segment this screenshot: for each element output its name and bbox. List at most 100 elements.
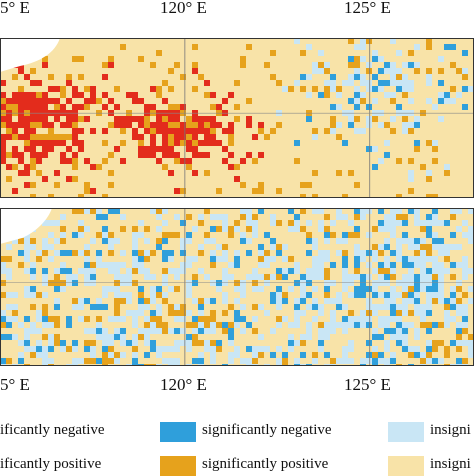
map-pixel: [276, 346, 282, 352]
map-pixel: [258, 182, 264, 188]
map-pixel: [324, 274, 330, 280]
map-pixel: [354, 214, 360, 220]
map-pixel: [66, 176, 72, 182]
map-pixel: [354, 250, 360, 256]
map-pixel: [138, 286, 144, 292]
map-pixel: [276, 292, 282, 298]
map-pixel: [342, 238, 348, 244]
map-pixel: [12, 74, 18, 80]
map-pixel: [186, 238, 192, 244]
map-pixel: [288, 334, 294, 340]
map-pixel: [426, 68, 432, 74]
map-pixel: [162, 322, 168, 328]
map-pixel: [372, 146, 378, 152]
map-pixel: [402, 74, 408, 80]
map-pixel: [162, 358, 168, 364]
map-pixel: [324, 352, 330, 358]
map-pixel: [78, 140, 84, 146]
map-pixel: [132, 358, 138, 364]
map-pixel: [360, 256, 366, 262]
map-pixel: [72, 86, 78, 92]
map-pixel: [360, 286, 366, 292]
map-pixel: [336, 358, 342, 364]
map-pixel: [378, 292, 384, 298]
map-pixel: [408, 244, 414, 250]
map-pixel: [162, 238, 168, 244]
map-pixel: [318, 226, 324, 232]
map-pixel: [168, 328, 174, 334]
map-pixel: [216, 122, 222, 128]
map-pixel: [54, 98, 60, 104]
map-pixel: [414, 256, 420, 262]
map-pixel: [468, 340, 474, 346]
map-pixel: [300, 340, 306, 346]
map-pixel: [18, 68, 24, 74]
map-pixel: [114, 208, 120, 214]
map-pixel: [108, 358, 114, 364]
map-pixel: [222, 128, 228, 134]
map-pixel: [72, 140, 78, 146]
map-pixel: [36, 340, 42, 346]
map-pixel: [90, 304, 96, 310]
map-pixel: [198, 298, 204, 304]
map-pixel: [54, 334, 60, 340]
map-pixel: [258, 188, 264, 194]
map-pixel: [360, 214, 366, 220]
map-pixel: [426, 298, 432, 304]
map-pixel: [180, 122, 186, 128]
map-pixel: [156, 86, 162, 92]
map-pixel: [330, 104, 336, 110]
map-pixel: [336, 322, 342, 328]
map-pixel: [294, 38, 300, 44]
map-pixel: [246, 346, 252, 352]
map-pixel: [120, 116, 126, 122]
map-pixel: [312, 134, 318, 140]
map-pixel: [60, 238, 66, 244]
map-pixel: [282, 244, 288, 250]
map-pixel: [240, 316, 246, 322]
map-pixel: [408, 238, 414, 244]
map-pixel: [306, 232, 312, 238]
map-pixel: [390, 328, 396, 334]
map-pixel: [234, 262, 240, 268]
map-pixel: [168, 268, 174, 274]
map-pixel: [42, 358, 48, 364]
bottom-lon-label-3: 125° E: [344, 375, 391, 394]
map-pixel: [354, 256, 360, 262]
map-pixel: [120, 280, 126, 286]
map-pixel: [432, 298, 438, 304]
map-pixel: [138, 232, 144, 238]
map-pixel: [288, 256, 294, 262]
map-pixel: [156, 346, 162, 352]
map-pixel: [36, 92, 42, 98]
map-pixel: [108, 286, 114, 292]
map-pixel: [114, 280, 120, 286]
map-pixel: [72, 164, 78, 170]
map-pixel: [438, 292, 444, 298]
map-pixel: [366, 322, 372, 328]
map-pixel: [294, 304, 300, 310]
map-pixel: [186, 146, 192, 152]
map-pixel: [180, 74, 186, 80]
map-pixel: [150, 140, 156, 146]
map-pixel: [12, 92, 18, 98]
map-pixel: [396, 74, 402, 80]
map-pixel: [72, 274, 78, 280]
map-pixel: [72, 346, 78, 352]
map-pixel: [372, 116, 378, 122]
map-pixel: [414, 238, 420, 244]
map-pixel: [96, 256, 102, 262]
map-pixel: [102, 214, 108, 220]
map-pixel: [24, 134, 30, 140]
map-pixel: [114, 334, 120, 340]
map-pixel: [318, 220, 324, 226]
map-pixel: [342, 316, 348, 322]
map-pixel: [198, 244, 204, 250]
map-pixel: [312, 68, 318, 74]
map-pixel: [162, 208, 168, 214]
map-pixel: [138, 304, 144, 310]
map-pixel: [324, 238, 330, 244]
legend-label-3: insigni: [430, 422, 471, 438]
map-pixel: [396, 158, 402, 164]
map-pixel: [300, 182, 306, 188]
